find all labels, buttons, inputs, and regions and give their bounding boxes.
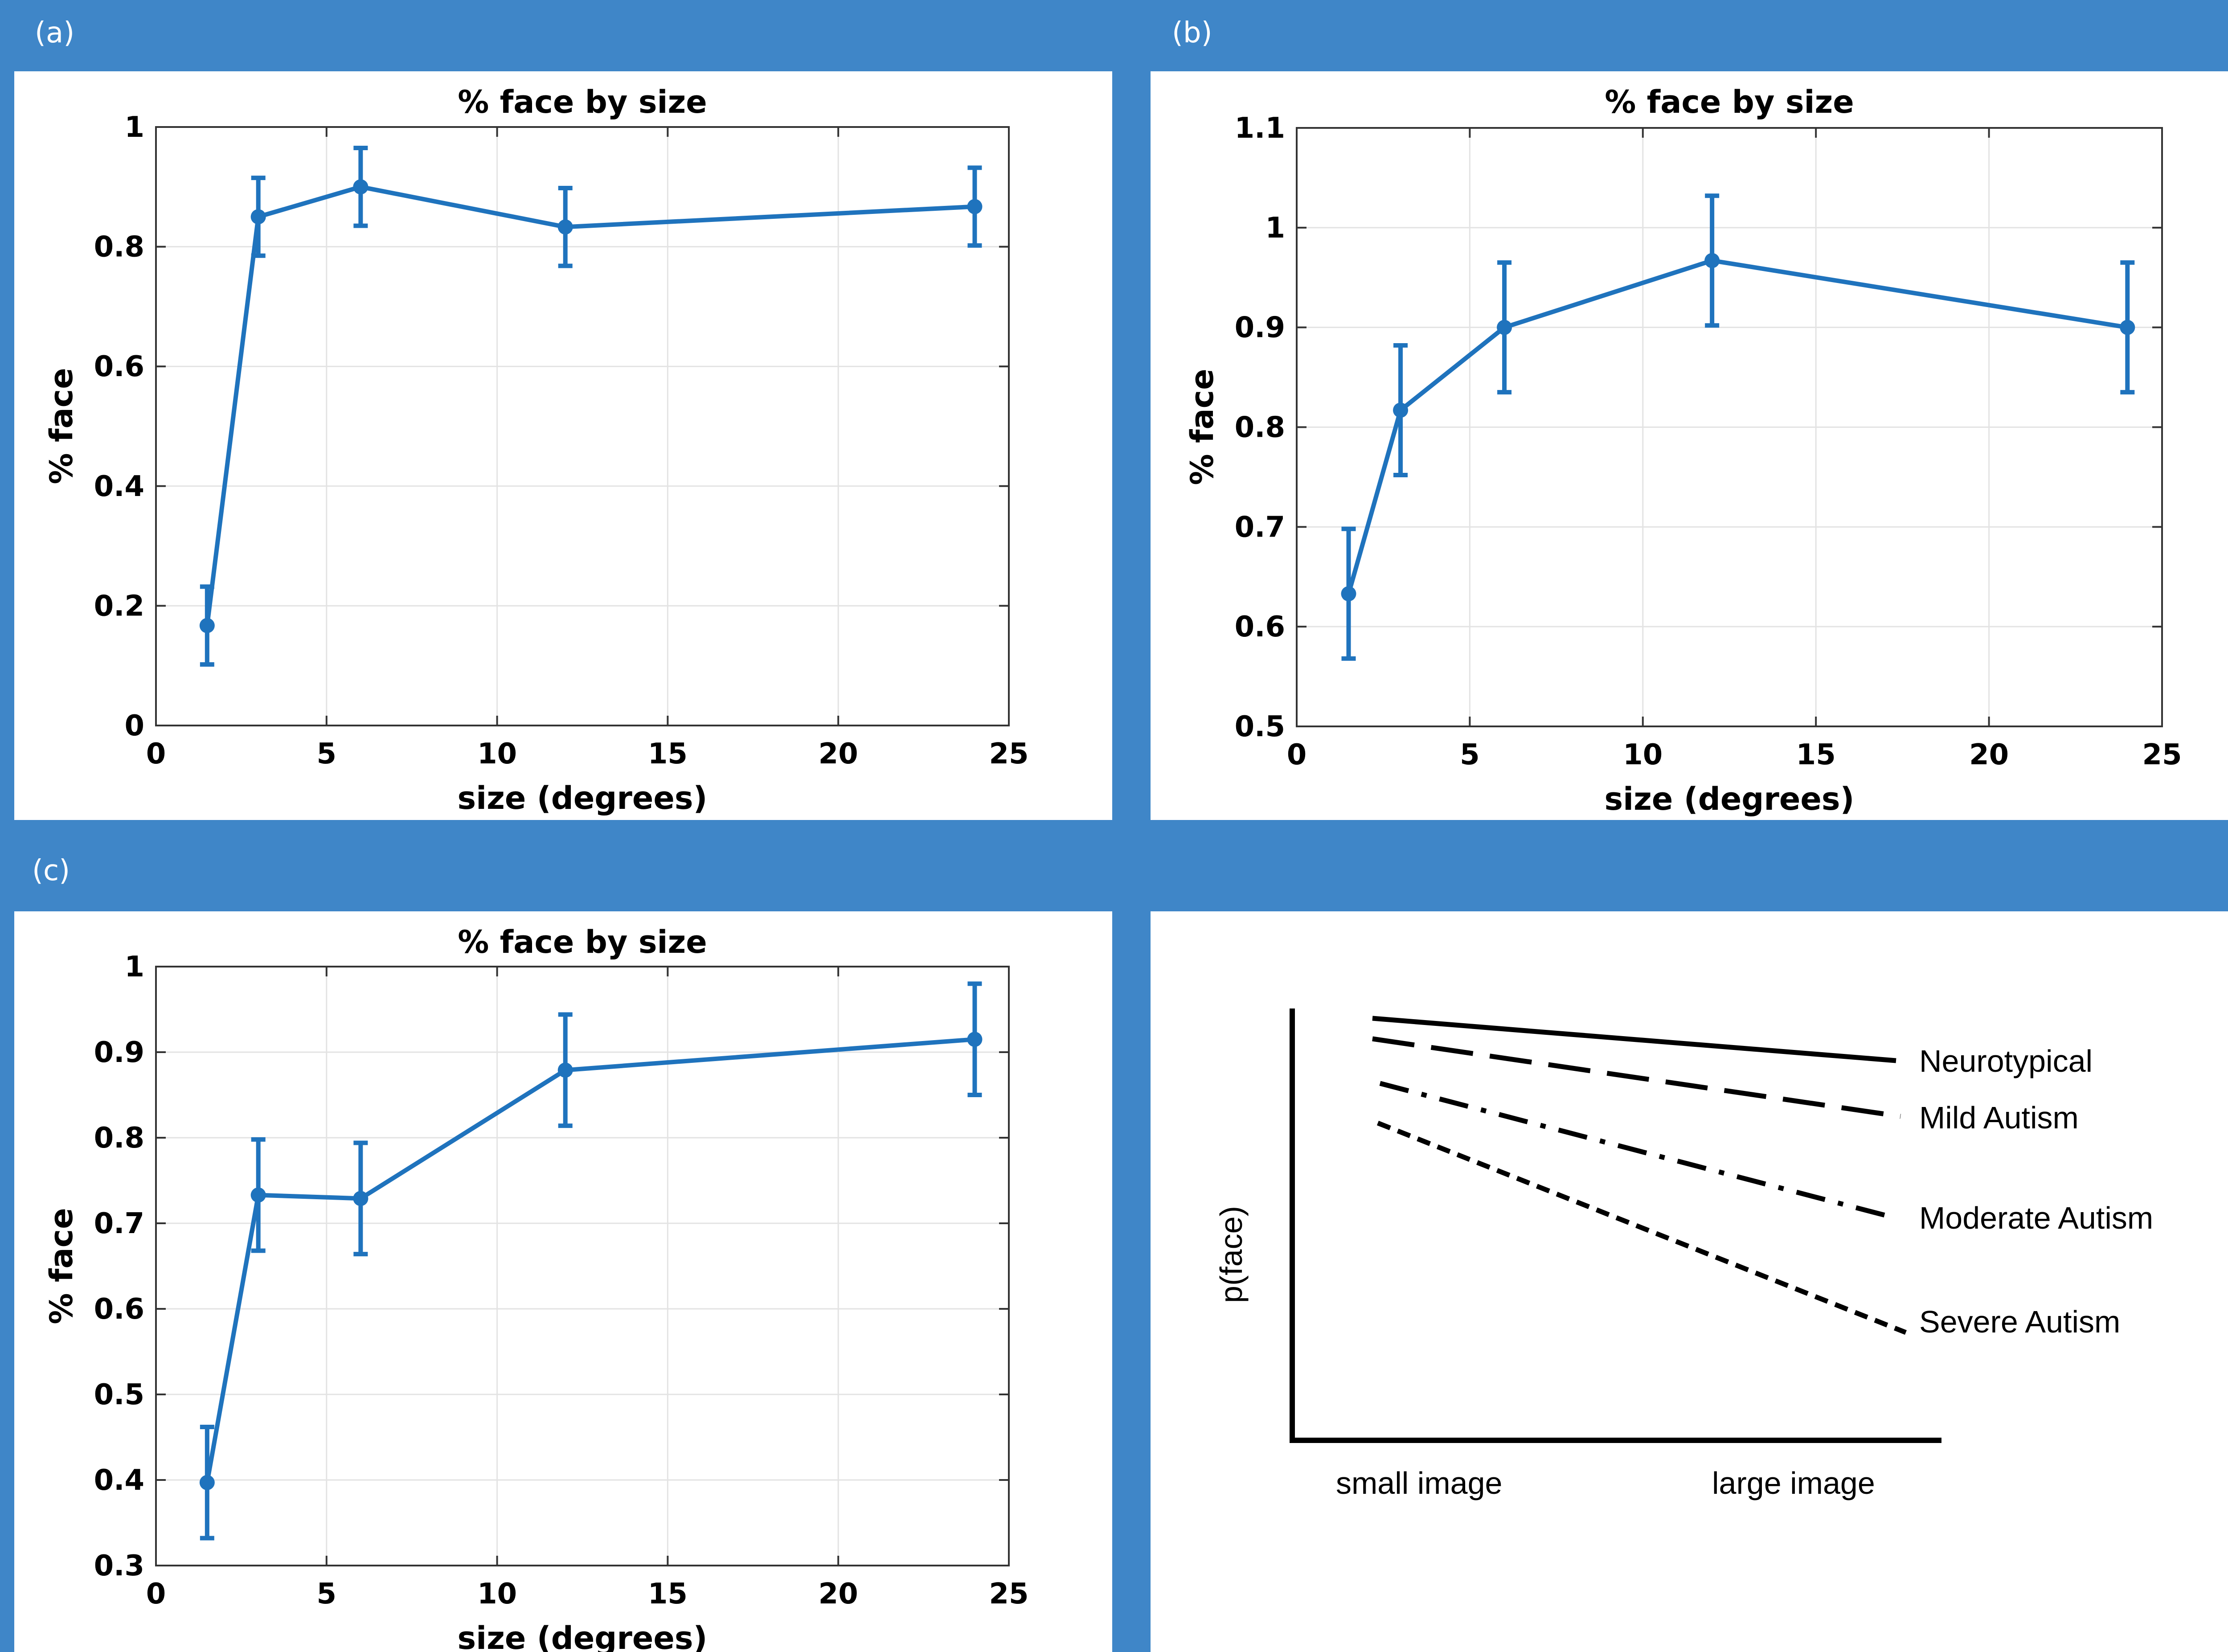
line-severe-autism <box>1376 1120 1907 1335</box>
axis-ticks <box>155 126 1010 726</box>
y-tick-label: 0.4 <box>94 470 144 503</box>
series-line <box>205 1037 975 1483</box>
label-severe-autism: Severe Autism <box>1919 1304 2120 1339</box>
schematic-diagram: Neurotypical Mild Autism Moderate Autism… <box>1214 1008 2153 1500</box>
y-tick-label: 1 <box>1265 212 1285 245</box>
schematic-y-label: p(face) <box>1214 1206 1249 1303</box>
x-tick-label: 15 <box>648 1578 688 1611</box>
x-tick-label: 0 <box>146 738 166 771</box>
y-tick-label: 0.8 <box>94 231 144 264</box>
x-tick-label: 15 <box>1796 738 1836 771</box>
y-tick-label: 1.1 <box>1235 112 1285 145</box>
data-point <box>967 1032 983 1047</box>
label-neurotypical: Neurotypical <box>1919 1044 2093 1078</box>
chart-title: % face by size <box>458 84 707 120</box>
y-tick-label: 1 <box>124 111 144 144</box>
data-point <box>1393 402 1409 418</box>
schematic-x-label-right: large image <box>1712 1466 1875 1500</box>
y-tick-label: 0.9 <box>1235 312 1285 344</box>
x-tick-label: 20 <box>819 738 858 771</box>
data-point <box>353 179 369 195</box>
gridlines <box>155 126 1010 726</box>
y-tick-label: 0.4 <box>94 1464 144 1497</box>
y-tick-label: 0.8 <box>1235 411 1285 444</box>
x-tick-label: 5 <box>317 738 337 771</box>
series-line <box>205 184 975 626</box>
data-point <box>557 1062 573 1078</box>
data-point <box>353 1191 369 1206</box>
x-axis-label: size (degrees) <box>457 780 707 816</box>
plot-frame <box>155 966 1010 1566</box>
chart-c: 0 5 10 15 20 25 0.3 0.4 0.5 0.6 0.7 0.8 0.9 1 % face b… <box>43 924 1029 1652</box>
gridlines <box>155 966 1010 1566</box>
x-tick-label: 15 <box>648 738 688 771</box>
chart-panel-b: 0 5 10 15 20 25 0.5 0.6 0.7 0.8 0.9 1 1.1 % face by s… <box>1151 71 2228 820</box>
chart-panel-c: 0 5 10 15 20 25 0.3 0.4 0.5 0.6 0.7 0.8 0.9 1 % face b… <box>14 911 1112 1652</box>
y-tick-label: 1 <box>124 951 144 984</box>
data-point <box>1704 253 1720 268</box>
x-tick-label: 25 <box>989 1578 1028 1611</box>
data-point <box>2120 320 2135 335</box>
y-tick-label: 0.5 <box>1235 710 1285 743</box>
y-tick-label: 0.2 <box>94 590 144 623</box>
x-tick-label: 25 <box>989 738 1028 771</box>
x-tick-label: 0 <box>146 1578 166 1611</box>
line-neurotypical <box>1372 1016 1896 1063</box>
data-point <box>1497 320 1512 335</box>
x-tick-label: 20 <box>819 1578 858 1611</box>
y-tick-label: 0.7 <box>1235 511 1285 544</box>
data-point <box>250 1187 266 1203</box>
schematic-panel: Neurotypical Mild Autism Moderate Autism… <box>1151 911 2228 1652</box>
chart-title: % face by size <box>1605 84 1854 120</box>
y-tick-label: 0.6 <box>1235 611 1285 644</box>
x-axis-label: size (degrees) <box>1604 781 1854 817</box>
y-axis-label: % face <box>1184 369 1220 485</box>
data-point <box>250 209 266 225</box>
gridlines <box>1296 127 2163 727</box>
y-axis-label: % face <box>43 368 80 484</box>
data-series <box>199 981 983 1541</box>
line-moderate-autism <box>1379 1081 1891 1219</box>
axis-ticks <box>155 966 1010 1566</box>
y-tick-label: 0.9 <box>94 1036 144 1069</box>
data-point <box>1341 586 1356 602</box>
x-tick-label: 25 <box>2142 738 2182 771</box>
y-tick-label: 0.6 <box>94 350 144 383</box>
x-tick-label: 0 <box>1287 738 1307 771</box>
label-mild-autism: Mild Autism <box>1919 1100 2079 1135</box>
x-tick-label: 10 <box>1623 738 1663 771</box>
label-moderate-autism: Moderate Autism <box>1919 1201 2153 1235</box>
data-point <box>967 199 983 214</box>
line-mild-autism <box>1372 1036 1901 1119</box>
plot-frame <box>155 126 1010 726</box>
y-tick-label: 0.6 <box>94 1293 144 1326</box>
y-axis-label: % face <box>43 1208 80 1324</box>
x-tick-label: 10 <box>477 1578 517 1611</box>
panel-label-c: (c) <box>32 854 70 887</box>
chart-panel-a: 0 5 10 15 20 25 0 0.2 0.4 0.6 0.8 1 % face by size si… <box>14 71 1112 820</box>
x-tick-label: 5 <box>317 1578 337 1611</box>
schematic-x-label-left: small image <box>1336 1466 1502 1500</box>
x-tick-label: 5 <box>1460 738 1480 771</box>
x-tick-label: 10 <box>477 738 517 771</box>
chart-title: % face by size <box>458 924 707 960</box>
chart-a: 0 5 10 15 20 25 0 0.2 0.4 0.6 0.8 1 % face by size si… <box>43 84 1029 816</box>
chart-b: 0 5 10 15 20 25 0.5 0.6 0.7 0.8 0.9 1 1.1 % face by s… <box>1184 84 2182 817</box>
y-tick-label: 0.7 <box>94 1207 144 1240</box>
x-axis-label: size (degrees) <box>457 1620 707 1652</box>
y-tick-label: 0.5 <box>94 1378 144 1411</box>
y-tick-label: 0.3 <box>94 1550 144 1582</box>
data-point <box>557 219 573 235</box>
axis-ticks <box>1296 127 2163 727</box>
panel-label-b: (b) <box>1172 16 1212 49</box>
y-tick-label: 0 <box>124 709 144 742</box>
x-tick-label: 20 <box>1969 738 2009 771</box>
data-series <box>199 146 983 667</box>
data-point <box>199 1475 215 1490</box>
data-series <box>1341 193 2135 661</box>
panel-label-a: (a) <box>35 16 75 49</box>
data-point <box>199 618 215 633</box>
y-tick-label: 0.8 <box>94 1122 144 1155</box>
